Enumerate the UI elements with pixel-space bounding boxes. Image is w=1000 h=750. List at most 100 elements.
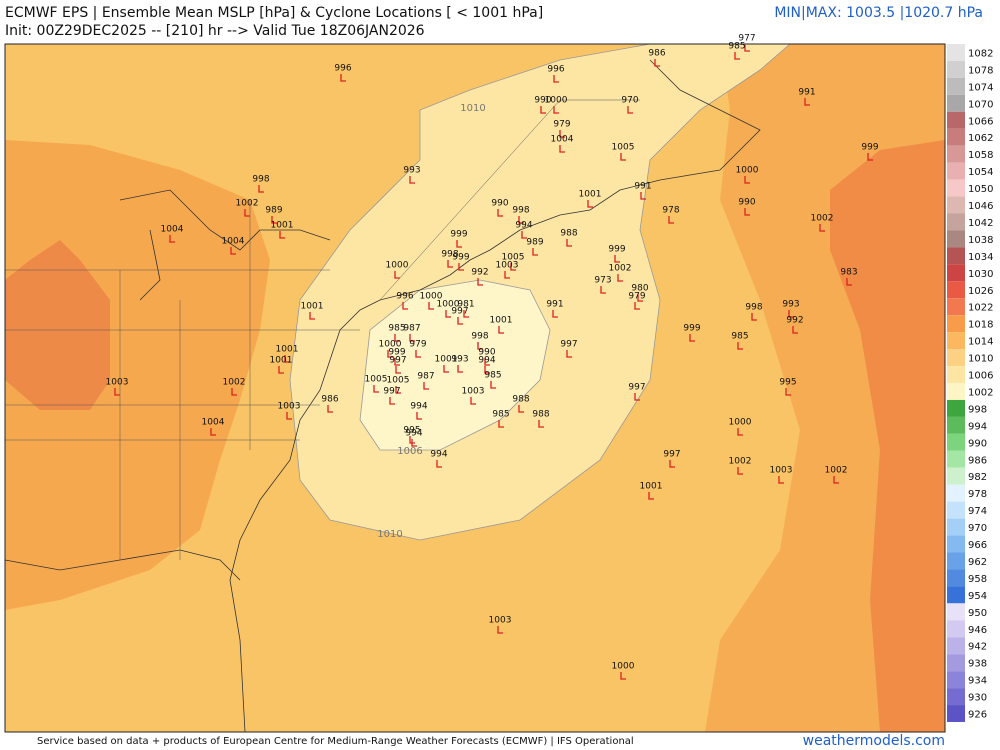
colorbar-swatch [947, 399, 965, 417]
colorbar-swatch [947, 484, 965, 502]
cyclone-pressure: 1002 [729, 457, 752, 467]
cyclone-icon [804, 98, 810, 106]
cyclone-pressure: 981 [457, 300, 474, 310]
title: ECMWF EPS | Ensemble Mean MSLP [hPa] & C… [5, 5, 543, 21]
coastline [4, 59, 761, 733]
contour-labels: 1010 1006 1010 [377, 103, 485, 540]
cyclone-pressure: 986 [648, 49, 665, 59]
colorbar-swatch [947, 366, 965, 383]
cyclone-icon [327, 405, 333, 413]
cyclone-pressure: 991 [634, 182, 651, 192]
colorbar-swatch [947, 671, 965, 689]
colorbar-label: 938 [968, 659, 987, 670]
cyclone-pressure: 985 [492, 410, 509, 420]
colorbar-label: 1046 [968, 201, 993, 212]
cyclone-icon [497, 209, 503, 217]
colorbar-swatch [947, 230, 965, 248]
colorbar-label: 994 [968, 421, 987, 432]
cyclone-icon [744, 44, 750, 52]
cyclone-pressure: 1003 [106, 378, 129, 388]
colorbar-label: 1034 [968, 252, 993, 263]
cyclone-icon [395, 366, 401, 374]
cyclone-icon [411, 439, 417, 447]
colorbar-swatch [947, 383, 965, 400]
cyclone-pressure: 1002 [811, 214, 834, 224]
cyclone-pressure: 977 [738, 34, 755, 44]
cyclone-pressure: 990 [478, 348, 495, 358]
cyclone-icon [669, 460, 675, 468]
colorbar-label: 1074 [968, 82, 993, 93]
colorbar-label: 1018 [968, 320, 993, 331]
cyclone-icon [258, 185, 264, 193]
cyclone-pressure: 993 [403, 166, 420, 176]
coast-gulf [4, 549, 241, 581]
cyclone-pressure: 988 [532, 410, 549, 420]
cyclone-pressure: 1003 [496, 261, 519, 271]
cyclone-pressure: 997 [383, 387, 400, 397]
colorbar-swatch [947, 637, 965, 655]
colorbar-label: 1030 [968, 269, 993, 280]
cyclone-pressure: 1001 [301, 302, 324, 312]
cyclone-pressure: 990 [491, 199, 508, 209]
cyclone-pressure: 1004 [551, 135, 574, 145]
cyclone-pressure: 999 [388, 348, 405, 358]
cyclone-pressure: 997 [560, 340, 577, 350]
cyclone-icon [751, 313, 757, 321]
cyclone-icon [395, 386, 401, 394]
colorbar-label: 1042 [968, 218, 993, 229]
cyclone-icon [443, 365, 449, 373]
colorbar-swatch [947, 603, 965, 621]
cyclone-icon [553, 75, 559, 83]
colorbar-swatch [947, 145, 965, 163]
cyclone-pressure: 990 [534, 96, 551, 106]
cyclone-pressure: 998 [441, 250, 458, 260]
colorbar-swatch [947, 315, 965, 333]
cyclone-icon [498, 326, 504, 334]
cyclone-pressure: 994 [430, 450, 447, 460]
colorbar-label: 942 [968, 642, 987, 653]
colorbar-swatch [947, 281, 965, 299]
colorbar-label: 930 [968, 693, 987, 704]
cyclone-pressure: 991 [546, 300, 563, 310]
cyclone-icon [648, 492, 654, 500]
cyclone-pressure: 1000 [437, 300, 460, 310]
colorbar-swatch [947, 264, 965, 282]
colorbar-label: 986 [968, 455, 987, 466]
cyclone-pressure: 994 [410, 402, 427, 412]
cyclone-icon [409, 436, 415, 444]
cyclone-icon [654, 59, 660, 67]
contour-label: 1010 [460, 103, 485, 114]
cyclone-icon [792, 326, 798, 334]
cyclone-pressure: 997 [451, 307, 468, 317]
colorbar-swatch [947, 77, 965, 95]
cyclone-icon [416, 412, 422, 420]
cyclone-pressure: 998 [471, 332, 488, 342]
cyclone-pressure: 993 [451, 355, 468, 365]
cyclone-icon [477, 342, 483, 350]
cyclone-icon [559, 145, 565, 153]
cyclone-pressure: 980 [631, 284, 648, 294]
cyclone-pressure: 994 [478, 356, 495, 366]
colorbar-label: 1058 [968, 150, 993, 161]
colorbar-label: 1050 [968, 184, 993, 195]
cyclone-pressure: 985 [731, 332, 748, 342]
cyclone-icon [340, 74, 346, 82]
cyclone-icon [470, 397, 476, 405]
colorbar-label: 1002 [968, 387, 993, 398]
cyclone-pressure: 989 [265, 206, 282, 216]
cyclone-pressure: 1003 [770, 466, 793, 476]
colorbar-label: 950 [968, 608, 987, 619]
cyclone-icon [540, 106, 546, 114]
fill-1018-west [5, 240, 110, 410]
cyclone-pressure: 999 [452, 253, 469, 263]
cyclone-icon [477, 278, 483, 286]
cyclone-icon [788, 310, 794, 318]
cyclone-icon [734, 52, 740, 60]
colorbar-label: 1062 [968, 133, 993, 144]
cyclone-icon [484, 358, 490, 366]
cyclone-pressure: 991 [798, 88, 815, 98]
cyclone-pressure: 987 [417, 372, 434, 382]
cyclone-pressure: 1000 [729, 418, 752, 428]
cyclone-pressure: 1004 [202, 418, 225, 428]
